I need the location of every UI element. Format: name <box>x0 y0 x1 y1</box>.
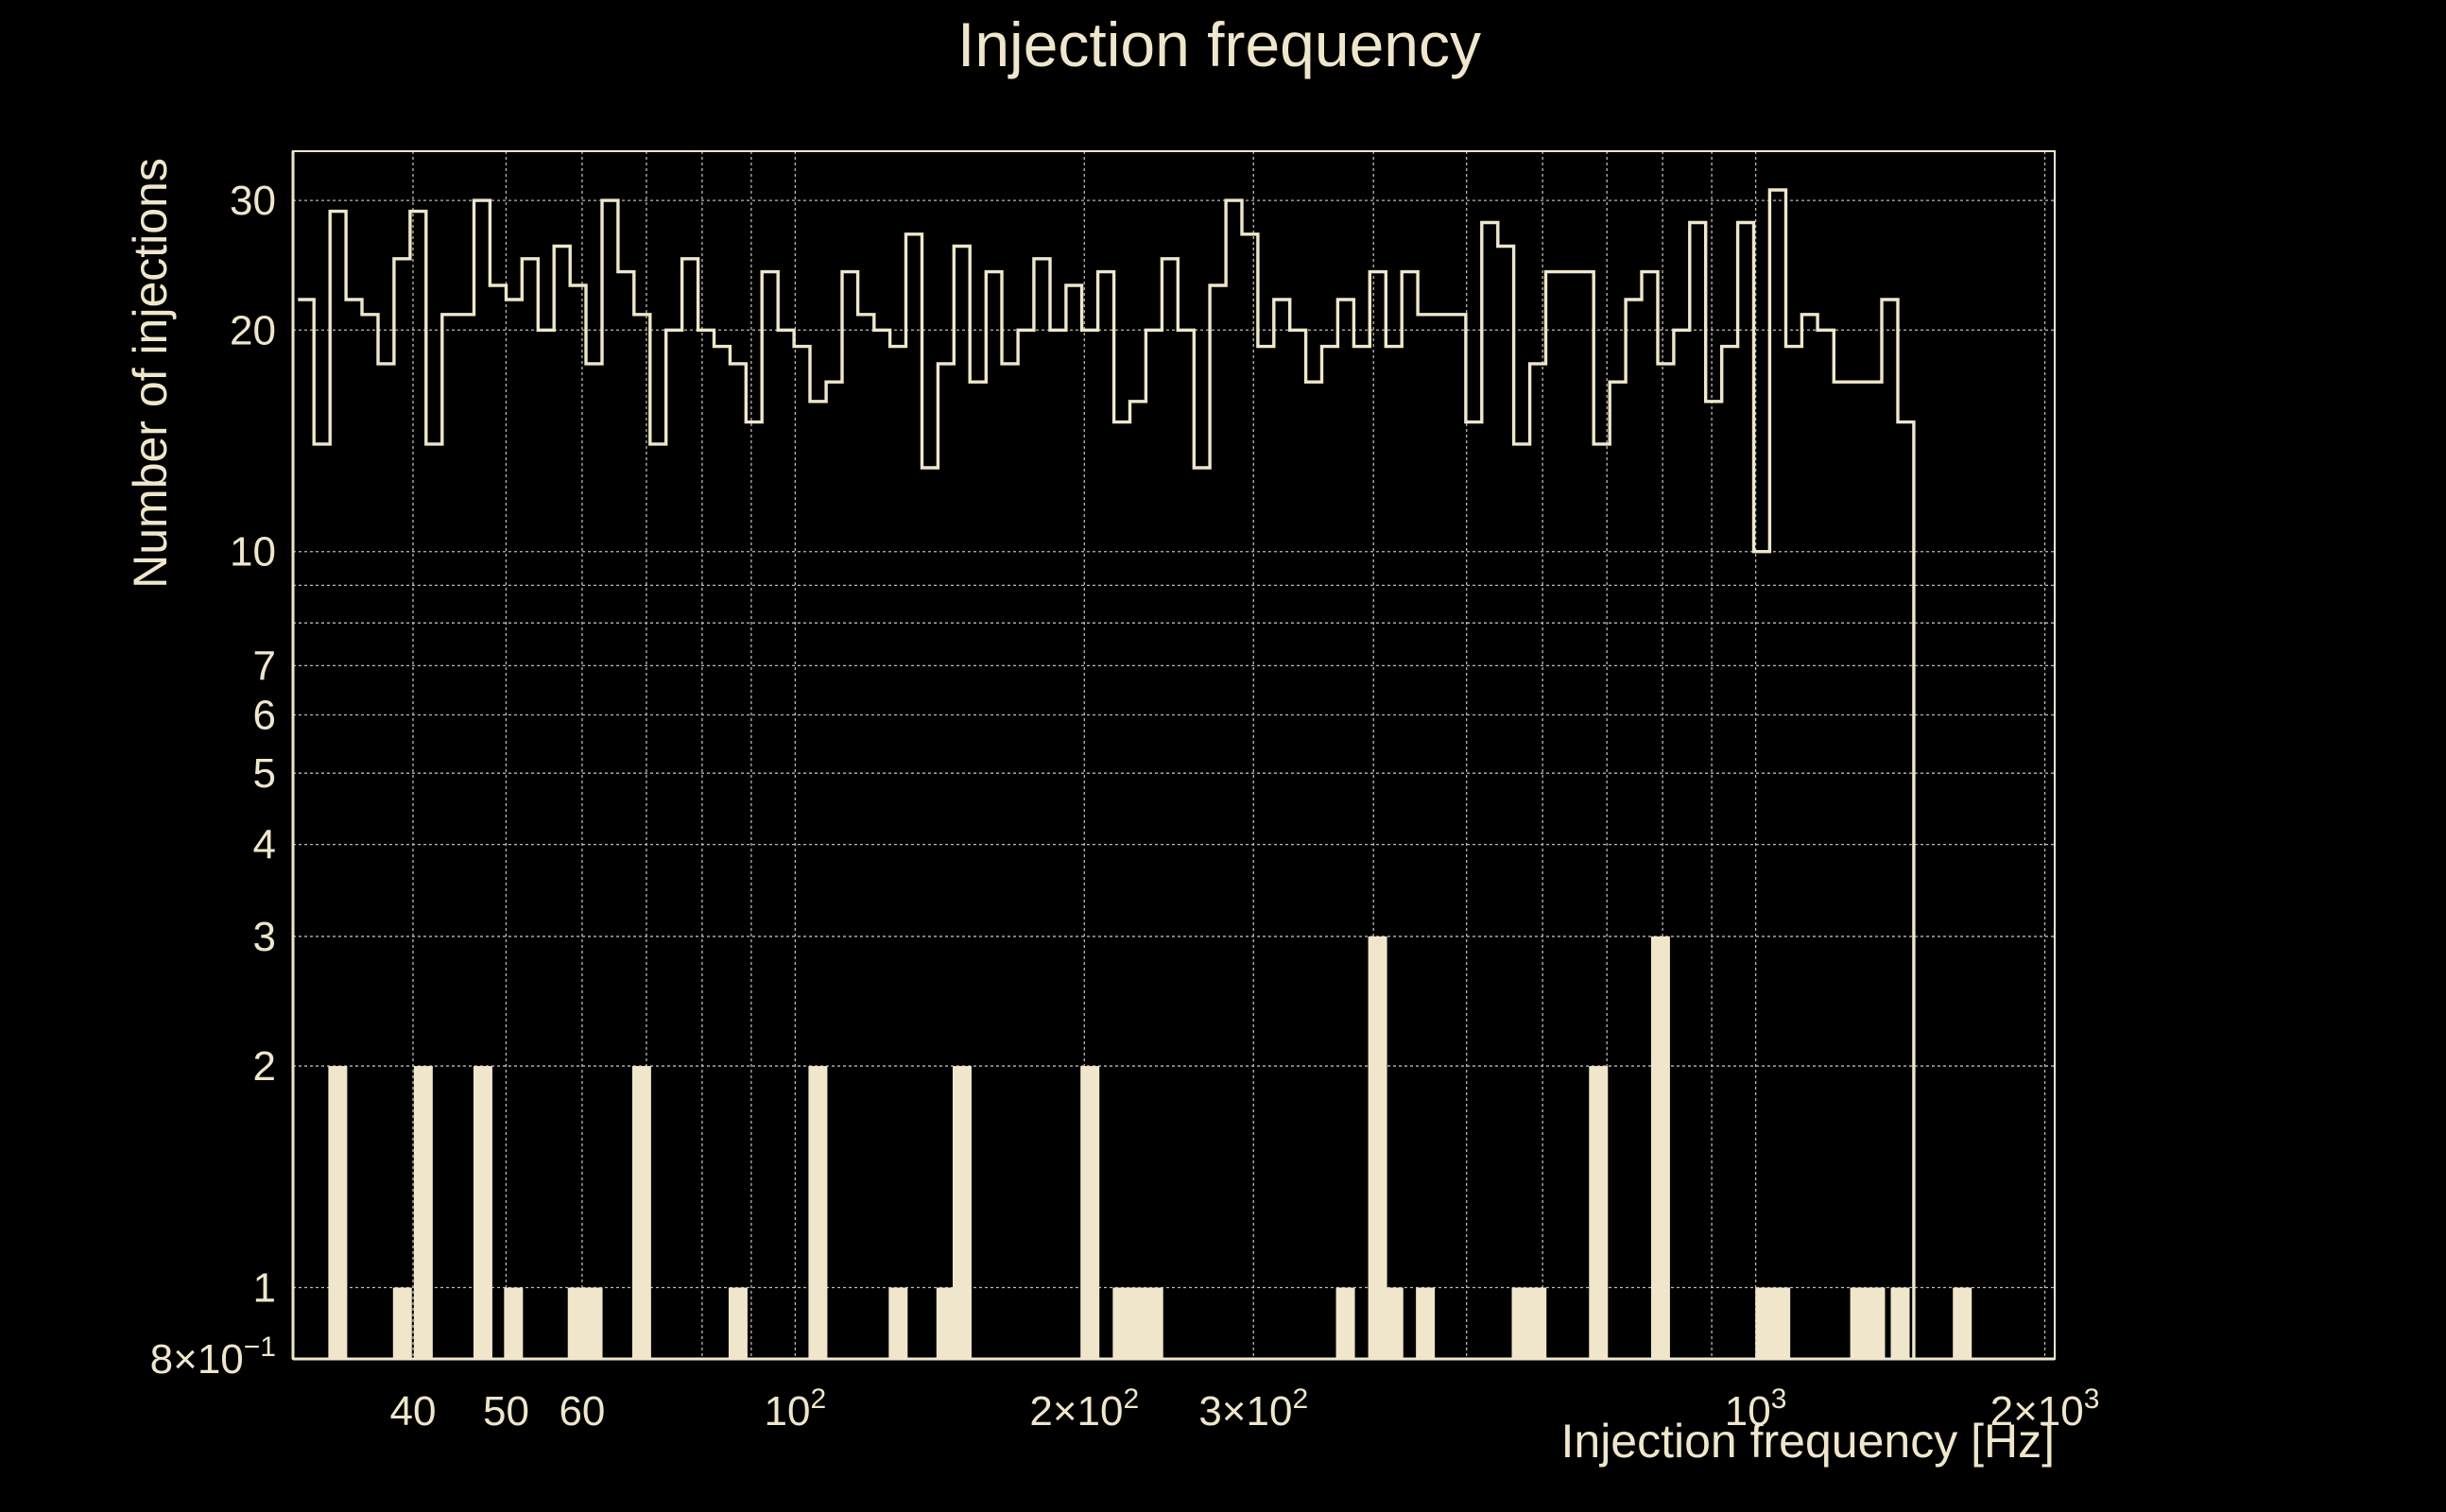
detected-bar <box>413 1066 433 1359</box>
y-tick-label: 20 <box>230 307 276 353</box>
detected-bar <box>504 1287 524 1359</box>
step-line <box>298 188 1916 1359</box>
detected-bar <box>1771 1287 1791 1359</box>
x-tick-label: 102 <box>765 1383 827 1435</box>
detected-bar <box>473 1066 492 1359</box>
detected-bar <box>1511 1287 1531 1359</box>
y-tick-label: 4 <box>253 822 276 868</box>
detected-bar <box>567 1287 587 1359</box>
detected-bar <box>1890 1287 1910 1359</box>
detected-bar <box>1527 1287 1547 1359</box>
y-tick-label: 1 <box>253 1265 276 1312</box>
y-tick-label: 30 <box>230 178 276 224</box>
y-tick-label: 8×10−1 <box>150 1332 276 1383</box>
x-tick-label: 40 <box>389 1388 436 1435</box>
detected-bar <box>392 1287 412 1359</box>
grid-lines <box>293 151 2055 1359</box>
detected-bar <box>936 1287 956 1359</box>
detected-bar <box>1866 1287 1886 1359</box>
x-tick-label: 3×102 <box>1198 1383 1308 1435</box>
detected-bar <box>1850 1287 1869 1359</box>
detected-bar <box>583 1287 603 1359</box>
plot-frame <box>292 150 2056 1360</box>
detected-bar <box>1416 1287 1436 1359</box>
detected-bar <box>1384 1287 1404 1359</box>
y-tick-label: 7 <box>253 643 276 689</box>
detected-bar <box>1755 1287 1775 1359</box>
detected-bar <box>1368 936 1387 1359</box>
y-tick-label: 6 <box>253 692 276 738</box>
x-tick-label: 60 <box>559 1388 605 1435</box>
detected-bar <box>1650 936 1670 1359</box>
y-tick-label: 2 <box>253 1043 276 1090</box>
detected-bar <box>1144 1287 1163 1359</box>
x-tick-label: 50 <box>483 1388 529 1435</box>
x-tick-label: 2×102 <box>1029 1383 1139 1435</box>
detected-bar <box>952 1066 972 1359</box>
y-tick-label: 3 <box>253 914 276 960</box>
detected-bar <box>808 1066 828 1359</box>
y-tick-label: 10 <box>230 529 276 576</box>
x-tick-label: 2×103 <box>1990 1383 2100 1435</box>
detected-bar <box>1335 1287 1355 1359</box>
detected-bar <box>888 1287 908 1359</box>
y-tick-labels: 8×10−1 1 2 3 4 5 67 10 20 30 <box>150 178 276 1383</box>
y-tick-label: 5 <box>253 750 276 797</box>
y-axis-title: Number of injections <box>124 158 177 589</box>
detected-bars <box>328 936 1972 1359</box>
detected-bar <box>1589 1066 1609 1359</box>
x-tick-labels: 40 50 60 102 2×102 3×102 103 2×103 <box>389 1383 2099 1435</box>
detected-bar <box>1128 1287 1148 1359</box>
detected-bar <box>631 1066 651 1359</box>
chart-title: Injection frequency <box>957 9 1481 79</box>
x-tick-label: 103 <box>1725 1383 1787 1435</box>
all-injections-step <box>298 188 1916 1359</box>
detected-bar <box>328 1066 348 1359</box>
detected-bar <box>1080 1066 1100 1359</box>
x-axis-title: Injection frequency [Hz] <box>1561 1415 2056 1468</box>
detected-bar <box>728 1287 748 1359</box>
detected-bar <box>1112 1287 1132 1359</box>
detected-bar <box>1953 1287 1972 1359</box>
